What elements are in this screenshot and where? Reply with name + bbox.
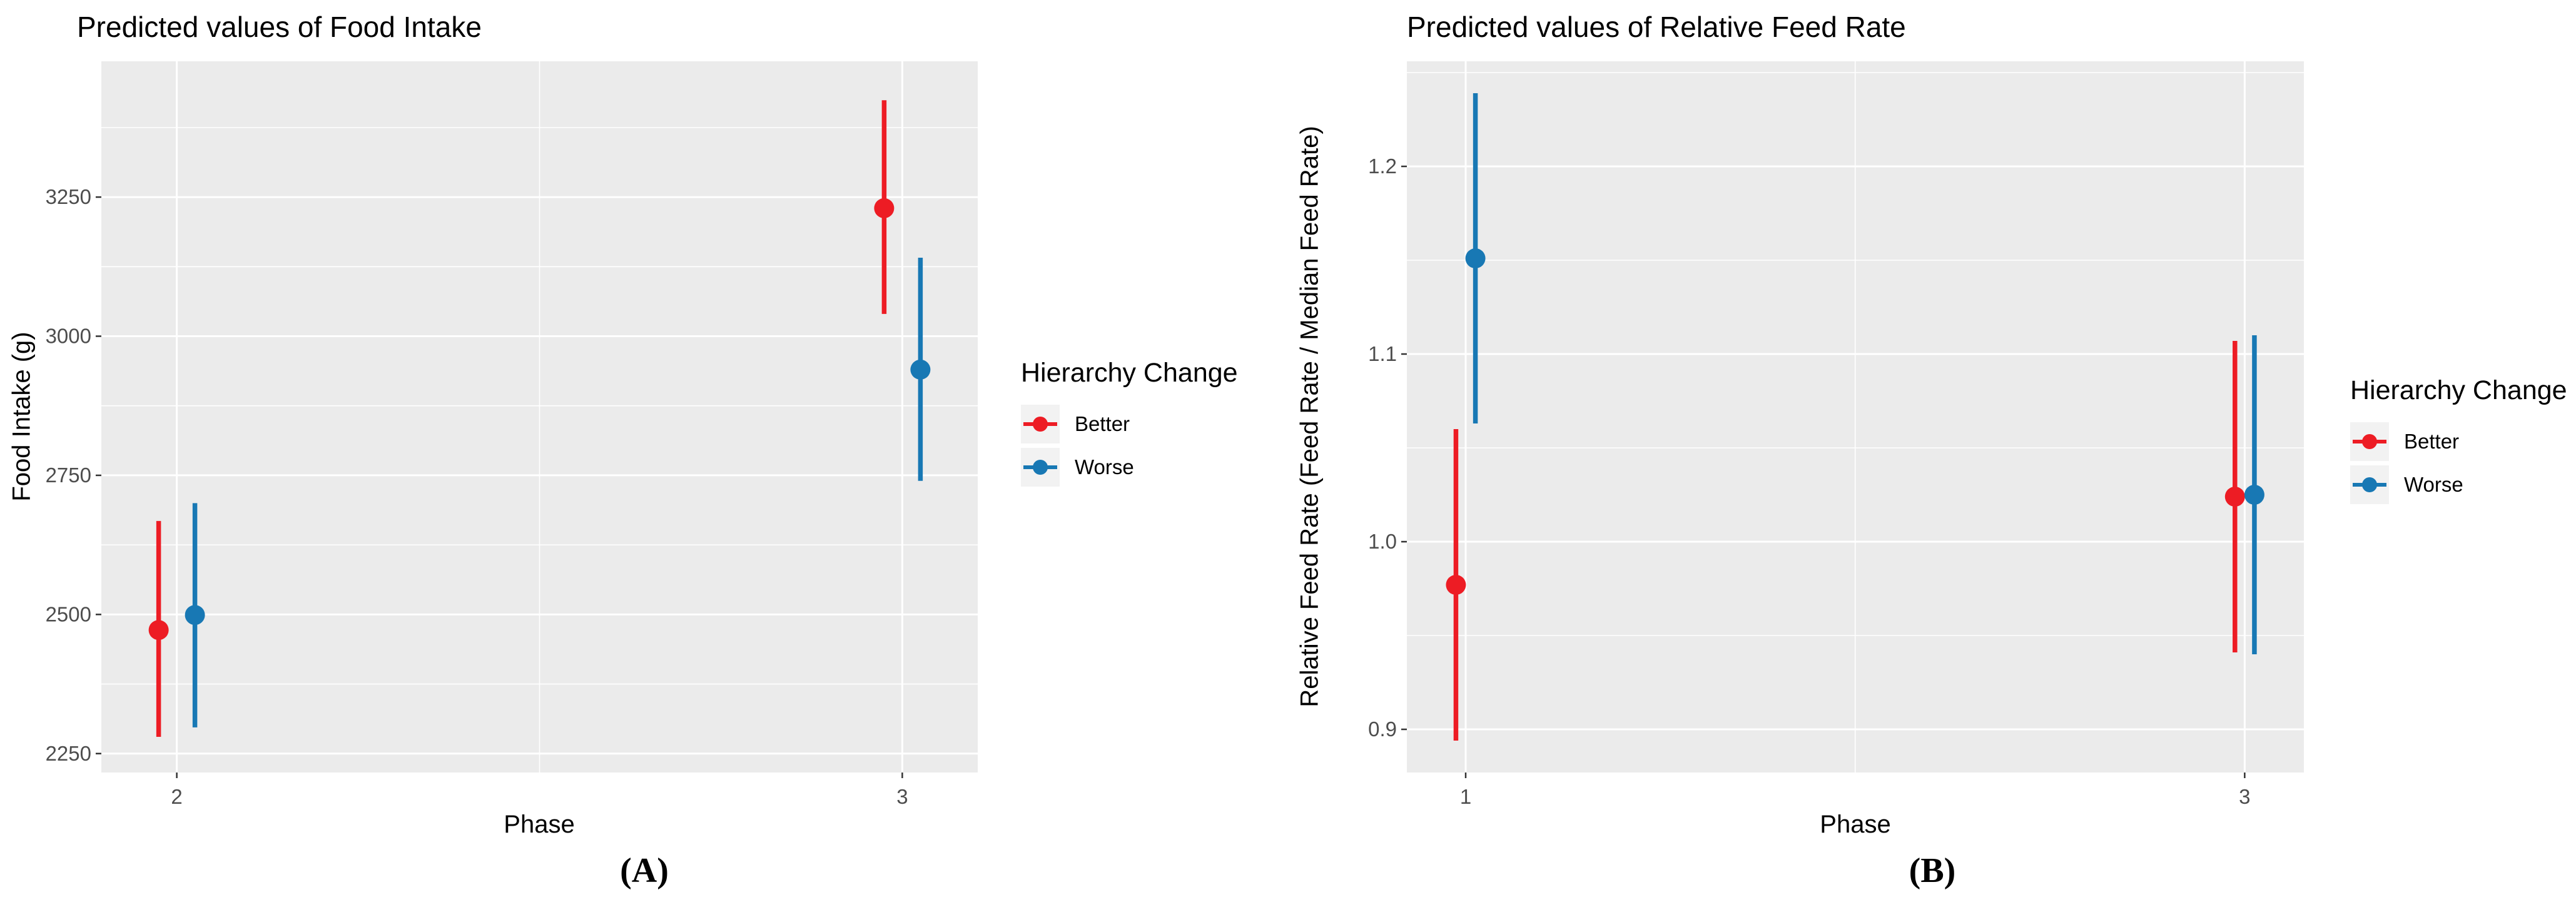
data-point-worse — [910, 359, 931, 380]
legend-key-pointrange-icon — [2350, 422, 2389, 461]
chart-title: Predicted values of Food Intake — [77, 11, 482, 43]
legend-title: Hierarchy Change — [2350, 375, 2567, 405]
y-tick-label: 2250 — [46, 742, 91, 765]
chart-title: Predicted values of Relative Feed Rate — [1407, 11, 1906, 43]
x-tick-label: 3 — [2239, 785, 2250, 808]
panel-caption: (A) — [620, 851, 669, 890]
y-tick-label: 0.9 — [1368, 717, 1397, 741]
chart-panel-a: Predicted values of Food Intake Food Int… — [8, 11, 1238, 890]
data-point-better — [2224, 487, 2245, 507]
legend-item-better: Better — [1021, 405, 1238, 443]
chart-panel-b: Predicted values of Relative Feed Rate R… — [1288, 0, 2576, 922]
y-tick-label: 3250 — [46, 185, 91, 208]
data-point-worse — [185, 605, 205, 626]
legend-item-label: Worse — [1075, 455, 1134, 479]
x-tick-label: 1 — [1460, 785, 1471, 808]
legend-key-pointrange-icon — [1021, 405, 1060, 443]
legend-item-better: Better — [2350, 422, 2567, 461]
x-tick-label: 3 — [896, 785, 908, 808]
data-point-better — [874, 198, 895, 218]
legend-item-worse: Worse — [1021, 448, 1238, 487]
y-tick-label: 3000 — [46, 324, 91, 347]
data-point-worse — [2244, 485, 2264, 505]
y-tick-label: 1.0 — [1368, 530, 1397, 553]
legend-key-pointrange-icon — [1021, 448, 1060, 487]
legend-title: Hierarchy Change — [1021, 358, 1238, 388]
legend-item-label: Better — [2404, 430, 2460, 453]
legend: Hierarchy Change Better Worse — [1021, 358, 1238, 491]
y-tick-label: 1.1 — [1368, 342, 1397, 365]
legend-key-pointrange-icon — [2350, 465, 2389, 504]
data-point-better — [1446, 575, 1466, 595]
legend-item-worse: Worse — [2350, 465, 2567, 504]
legend-items: Better Worse — [1021, 405, 1238, 487]
y-tick-label: 2500 — [46, 602, 91, 626]
data-point-better — [148, 620, 169, 641]
legend-items: Better Worse — [2350, 422, 2567, 504]
x-axis-label: Phase — [1820, 811, 1891, 838]
x-tick-label: 2 — [171, 785, 182, 808]
legend-item-label: Better — [1075, 412, 1130, 435]
x-axis-label: Phase — [504, 811, 575, 838]
data-point-worse — [1465, 248, 1486, 268]
panel-caption: (B) — [1909, 851, 1956, 890]
y-tick-label: 2750 — [46, 464, 91, 487]
legend: Hierarchy Change Better Worse — [2350, 375, 2567, 509]
y-tick-label: 1.2 — [1368, 155, 1397, 178]
plot-area-svg: 2250 2500 2750 3000 3250 2 3 — [46, 61, 978, 808]
plot-area-svg: 0.9 1.0 1.1 1.2 1 3 — [1368, 61, 2304, 808]
legend-item-label: Worse — [2404, 473, 2463, 496]
